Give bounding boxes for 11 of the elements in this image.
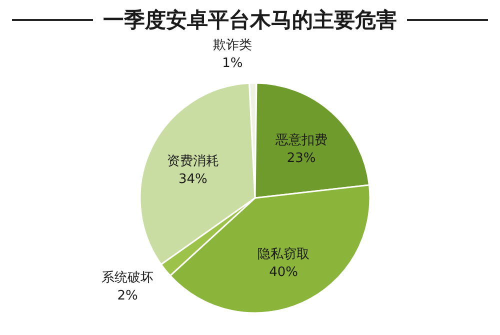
- data-label: 23%: [286, 150, 316, 166]
- data-label: 1%: [222, 56, 243, 72]
- data-label: 2%: [117, 288, 138, 304]
- slice-label: 隐私窃取: [258, 246, 310, 262]
- data-label: 40%: [269, 264, 298, 280]
- slice-label: 恶意扣费: [274, 132, 328, 148]
- slice-label: 资费消耗: [166, 154, 219, 169]
- data-label: 34%: [178, 172, 208, 187]
- chart-title: 一季度安卓平台木马的主要危害: [103, 8, 397, 32]
- slice-label: 系统破坏: [102, 270, 154, 286]
- slice-label: 欺诈类: [212, 38, 252, 54]
